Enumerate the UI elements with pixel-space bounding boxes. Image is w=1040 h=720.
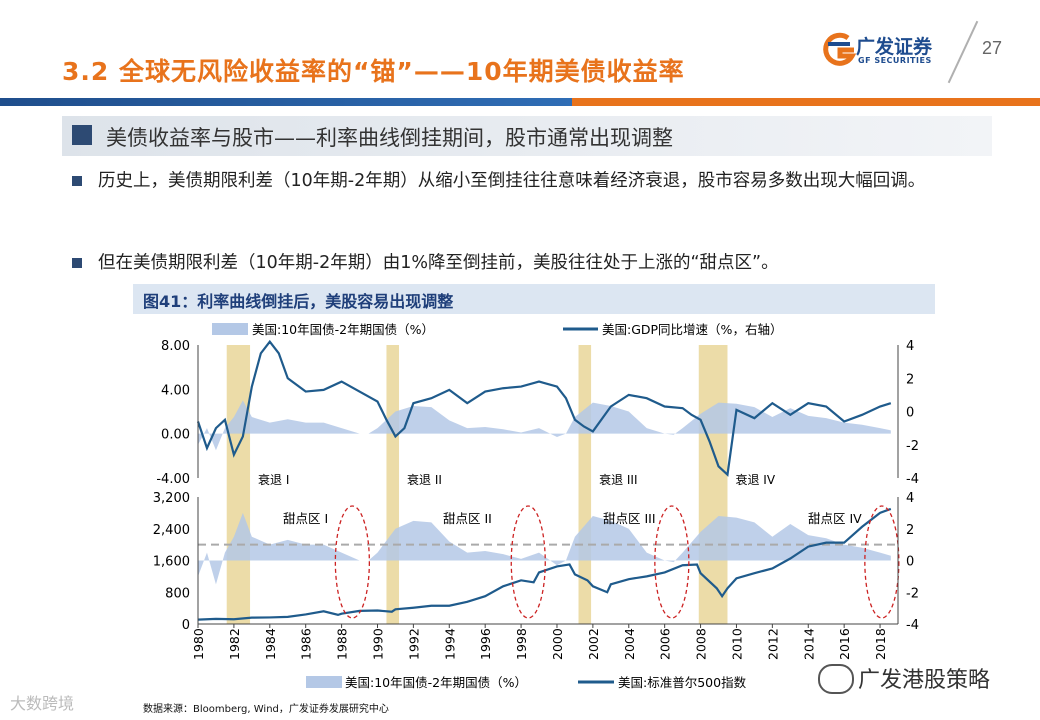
x-tick-label: 2018 xyxy=(873,628,888,660)
gf-logo-icon xyxy=(823,32,857,66)
bottom-right-tick-label: 4 xyxy=(906,491,914,506)
legend-swatch-spread-bottom xyxy=(306,676,342,688)
x-tick-label: 1994 xyxy=(442,628,457,660)
bottom-left-tick-label: 800 xyxy=(165,586,190,601)
wechat-icon xyxy=(818,664,854,694)
x-tick-label: 1984 xyxy=(263,628,278,660)
figure-header xyxy=(133,284,935,314)
subheading-square-icon xyxy=(72,125,92,145)
subheading-text: 美债收益率与股市——利率曲线倒挂期间，股市通常出现调整 xyxy=(106,126,673,150)
top-spread-area xyxy=(198,400,891,451)
sweet-spot-ellipse-1 xyxy=(334,505,371,619)
x-tick-label: 1992 xyxy=(406,628,421,660)
subheading-banner xyxy=(62,116,992,156)
watermark-right: 广发港股策略 xyxy=(858,668,991,693)
gf-logo xyxy=(820,30,970,70)
x-tick-label: 1996 xyxy=(478,628,493,660)
x-tick-label: 2010 xyxy=(729,628,744,660)
bottom-right-tick-label: 0 xyxy=(906,555,914,570)
top-gdp-line xyxy=(196,339,892,477)
legend-label-spread-bottom: 美国:10年国债-2年期国债（%） xyxy=(345,675,527,690)
x-tick-label: 1980 xyxy=(191,628,206,660)
bullet-square-icon xyxy=(72,258,82,268)
page-number: 27 xyxy=(982,38,1003,58)
x-tick-label: 2006 xyxy=(658,628,673,660)
top-left-tick-label: 0.00 xyxy=(161,428,190,443)
x-tick-label: 1988 xyxy=(335,628,350,660)
x-tick-label: 2016 xyxy=(837,628,852,660)
recession-label-4: 衰退 IV xyxy=(735,472,775,487)
x-tick-label: 2000 xyxy=(550,628,565,660)
bottom-right-tick-label: -4 xyxy=(906,618,919,633)
figure-title: 图41：利率曲线倒挂后，美股容易出现调整 xyxy=(143,292,454,311)
top-left-tick-label: -4.00 xyxy=(156,472,190,487)
bullet-text-2: 但在美债期限利差（10年期-2年期）由1%降至倒挂前，美股往往处于上涨的“甜点区… xyxy=(98,253,779,273)
bottom-right-tick-label: 2 xyxy=(906,523,914,538)
header-bar xyxy=(0,98,1040,106)
figure-source: 数据来源：Bloomberg, Wind，广发证券发展研究中心 xyxy=(143,704,389,715)
bullet-square-icon xyxy=(72,176,82,186)
logo-en-text: GF SECURITIES xyxy=(858,56,932,65)
slide-title: 3.2 全球无风险收益率的“锚”——10年期美债收益率 xyxy=(62,57,685,86)
sweet-spot-label-1: 甜点区 I xyxy=(283,511,328,526)
sweet-spot-label-4: 甜点区 IV xyxy=(808,511,862,526)
bottom-left-tick-label: 2,400 xyxy=(153,523,190,538)
legend-label-spread-top: 美国:10年国债-2年期国债（%） xyxy=(252,322,434,337)
sweet-spot-label-2: 甜点区 II xyxy=(443,511,492,526)
recession-band-2 xyxy=(386,345,400,624)
x-tick-label: 1986 xyxy=(299,628,314,660)
x-tick-label: 1982 xyxy=(227,628,242,660)
legend-label-sp500: 美国:标准普尔500指数 xyxy=(618,675,747,690)
logo-cn-text: 广发证券 xyxy=(856,36,933,58)
x-tick-label: 2004 xyxy=(622,628,637,660)
sweet-spot-label-3: 甜点区 III xyxy=(603,511,656,526)
legend-label-gdp: 美国:GDP同比增速（%，右轴） xyxy=(602,322,782,337)
x-tick-label: 1998 xyxy=(514,628,529,660)
bottom-left-tick-label: 1,600 xyxy=(153,555,190,570)
legend-swatch-spread-top xyxy=(212,323,248,335)
recession-band-1 xyxy=(226,345,251,624)
x-tick-label: 2012 xyxy=(765,628,780,660)
watermark-left: 大数跨境 xyxy=(10,694,75,713)
bullet-text-1: 历史上，美债期限利差（10年期-2年期）从缩小至倒挂往往意味着经济衰退，股市容易… xyxy=(98,171,926,191)
x-tick-label: 1990 xyxy=(370,628,385,660)
recession-label-1: 衰退 I xyxy=(258,472,289,487)
bottom-right-tick-label: -2 xyxy=(906,586,919,601)
sp500-line xyxy=(197,507,892,621)
top-right-tick-label: -2 xyxy=(906,439,919,454)
sweet-spot-ellipse-4 xyxy=(864,505,900,619)
sweet-spot-ellipse-3 xyxy=(654,505,690,619)
sweet-spot-ellipse-2 xyxy=(510,505,546,619)
x-tick-label: 2008 xyxy=(694,628,709,660)
top-left-tick-label: 4.00 xyxy=(161,383,190,398)
top-left-tick-label: 8.00 xyxy=(161,339,190,354)
bottom-left-tick-label: 0 xyxy=(182,618,190,633)
recession-label-2: 衰退 II xyxy=(407,472,442,487)
bottom-left-tick-label: 3,200 xyxy=(153,491,190,506)
recession-band-4 xyxy=(698,345,728,624)
top-right-tick-label: 0 xyxy=(906,406,914,421)
top-right-tick-label: 2 xyxy=(906,372,914,387)
top-right-tick-label: -4 xyxy=(906,472,919,487)
x-tick-label: 2002 xyxy=(586,628,601,660)
recession-label-3: 衰退 III xyxy=(599,472,637,487)
bottom-spread-area xyxy=(198,512,891,585)
top-right-tick-label: 4 xyxy=(906,339,914,354)
x-tick-label: 2014 xyxy=(801,628,816,660)
